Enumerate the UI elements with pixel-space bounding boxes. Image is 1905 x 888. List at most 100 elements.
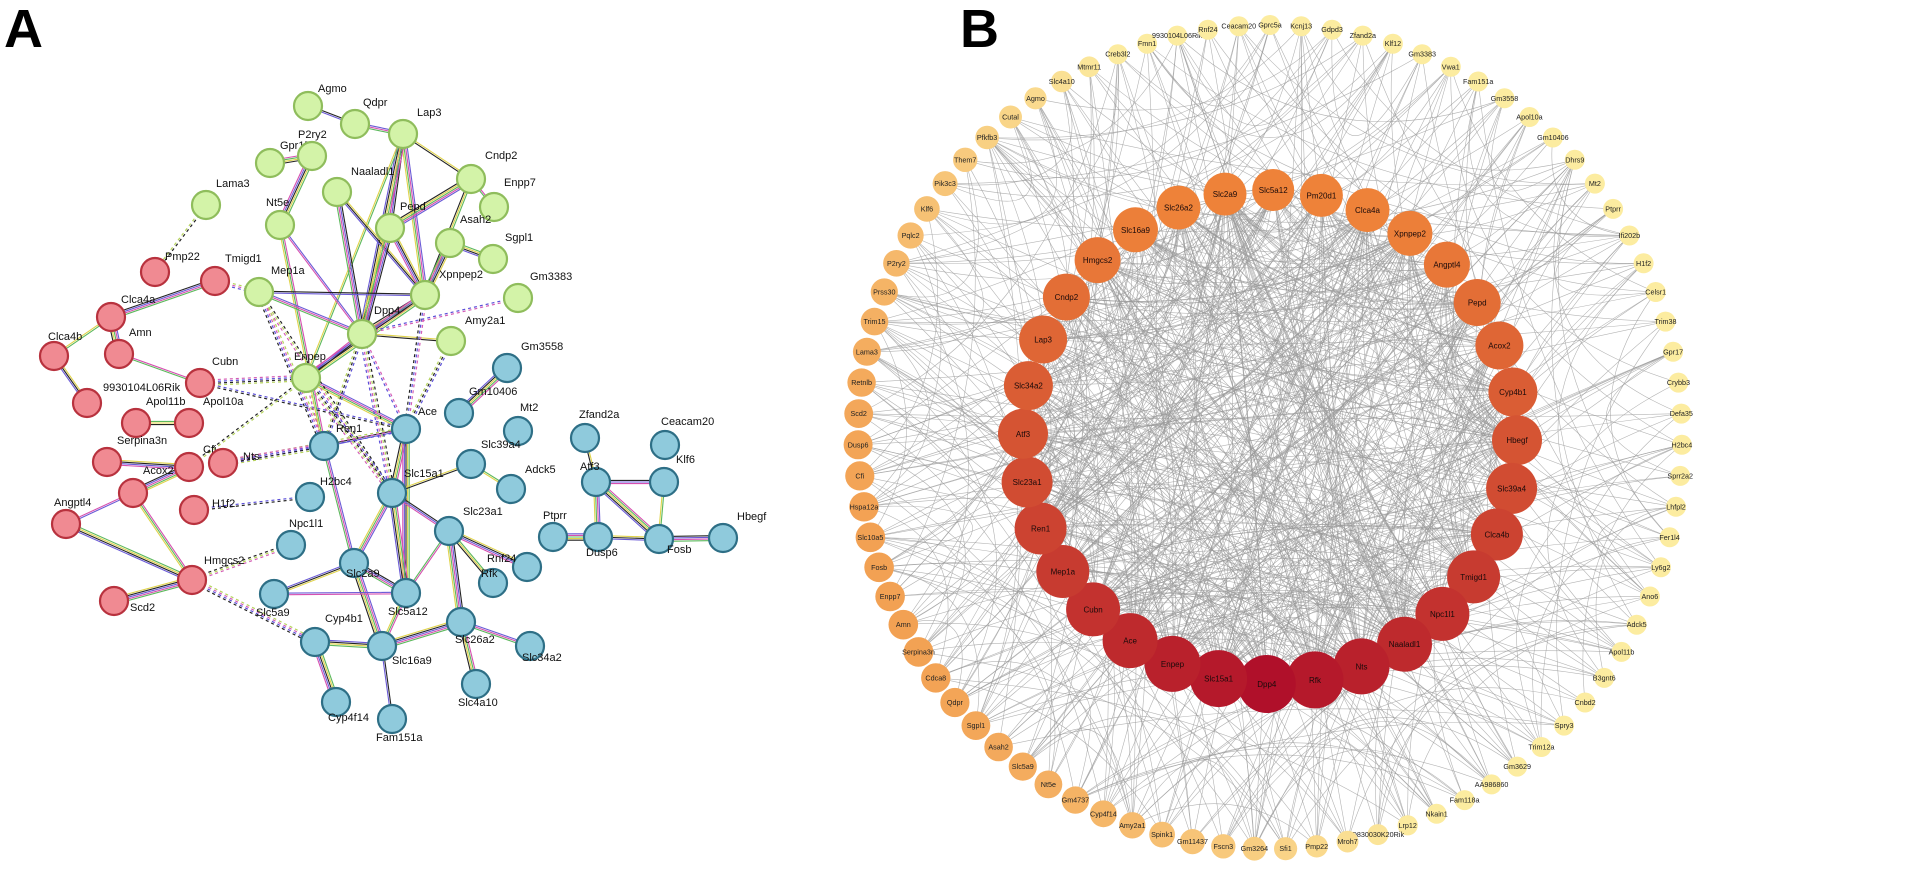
node-asah2: Asah2 [434,214,491,259]
hub-node-angptl4: Angptl4 [1423,241,1470,288]
node-klf6: Klf6 [648,454,695,498]
node-circle-sgpl1 [477,243,509,275]
hub-node-label-acox2: Acox2 [1488,342,1511,351]
hub-node-cndp2: Cndp2 [1042,273,1090,321]
hub-node-ace: Ace [1102,613,1158,669]
hub-node-circle-acox2 [1475,321,1524,370]
outer-node-klf6: Klf6 [914,196,940,222]
outer-node-label-9930104l06rik: 9930104L06Rik [1152,31,1203,40]
hub-node-label-pm20d1: Pm20d1 [1307,191,1337,200]
outer-node-circle-gm11437 [1179,829,1206,855]
outer-node-label-sprr2a2: Sprr2a2 [1667,471,1693,480]
panel-b-outer-ring: Gprc5a Kcnj13 Gdpd3Zfand2aKlf12Gm3383Vwa1F… [843,15,1693,861]
hub-node-label-clca4b: Clca4b [1484,531,1509,540]
outer-node-fam151a: Fam151a [1463,71,1493,92]
hub-node-slc2a9: Slc2a9 [1203,172,1247,216]
node-label-nt5e: Nt5e [266,197,289,209]
panel-b-edges [857,24,1683,849]
node-label-npc1l1: Npc1l1 [289,518,323,530]
outer-node-label-d830030k20rik: D830030K20Rik [1352,830,1405,839]
node-circle-atf3 [580,466,612,498]
node-circle-nt5e [264,209,296,241]
panel-a-nodes: AgmoQdprLap3Gpr17P2ry2Naaladl1Cndp2Enpp7… [38,83,767,744]
panel-label-b: B [960,0,999,59]
node-circle-fam151a [376,703,408,735]
node-circle-ren1 [308,430,340,462]
hub-node-circle-ren1 [1014,502,1067,555]
outer-node-label-aa986860: AA986860 [1475,780,1509,789]
outer-node-label-defa35: Defa35 [1670,409,1693,418]
node-label-slc23a1: Slc23a1 [463,506,503,518]
outer-node-label-gm3264: Gm3264 [1241,844,1269,853]
node-label-cyp4b1: Cyp4b1 [325,613,363,625]
node-hmgcs2: Hmgcs2 [176,555,244,596]
node-label-atf3: Atf3 [580,461,600,473]
node-xpnpep2: Xpnpep2 [409,269,483,311]
outer-node-circle-fosb [864,552,894,583]
hub-node-circle-npc1l1 [1415,586,1470,641]
outer-node-label-lrp12: Lrp12 [1399,821,1417,830]
outer-node-label-dusp6: Dusp6 [848,440,869,449]
node-slc15a1: Slc15a1 [376,468,444,509]
outer-node-h2bc4: H2bc4 [1672,434,1692,455]
edge-naaladl1-dpp4 [334,191,365,335]
outer-node-nkain1: Nkain1 [1425,803,1448,824]
hub-node-label-slc2a9: Slc2a9 [1213,190,1238,199]
outer-node-circle-b3gnt6 [1594,667,1615,688]
outer-node-circle-pik3c3 [932,171,958,197]
outer-node-label-retnlb: Retnlb [851,378,872,387]
outer-node-circle-hspa12a [849,492,879,522]
outer-node-label-agmo: Agmo [1026,94,1045,103]
outer-node-label-apol11b: Apol11b [1609,647,1635,656]
outer-node-circle-gdpd3 [1322,19,1343,40]
outer-node-label-trim15: Trim15 [863,317,885,326]
node-tmigd1: Tmigd1 [199,253,262,297]
node-enpp7: Enpp7 [478,177,536,223]
node-circle-naaladl1 [321,176,353,208]
outer-node-kcnj13: Kcnj13 [1290,16,1312,37]
node-label-slc26a2: Slc26a2 [455,634,495,646]
outer-node-pmp22: Pmp22 [1305,835,1328,858]
node-circle-npc1l1 [275,529,307,561]
outer-node-circle-cfi [845,461,875,491]
outer-node-label-lama3: Lama3 [856,347,878,356]
outer-node-label-slc5a9: Slc5a9 [1012,762,1034,771]
edge-mep1a-dpp4 [258,290,363,336]
node-circle-cyp4b1 [299,626,331,658]
node-amn: Amn [103,327,152,370]
outer-node-label-pik3c3: Pik3c3 [934,179,956,188]
outer-node-circle-9930104l06rik [1167,25,1188,46]
node-mt2: Mt2 [502,402,538,447]
node-circle-gm10406 [443,397,475,429]
node-label-p2ry2: P2ry2 [298,129,327,141]
edge-xpnpep2-ace [403,294,428,430]
outer-node-label-b3gnt6: B3gnt6 [1593,673,1616,682]
node-atf3: Atf3 [580,461,612,498]
node-circle-slc5a9 [258,578,290,610]
hub-node-naaladl1: Naaladl1 [1377,616,1432,672]
outer-node-label-cfi: Cfi [855,471,864,480]
outer-node-label-ifi202b: Ifi202b [1619,231,1641,240]
hub-node-atf3: Atf3 [998,408,1048,459]
hub-node-circle-hbegf [1492,415,1542,466]
hub-node-label-slc23a1: Slc23a1 [1013,478,1042,487]
hub-node-label-hbegf: Hbegf [1506,436,1528,445]
outer-node-label-gprc5a: Gprc5a [1258,21,1282,30]
node-circle-angptl4 [50,508,82,540]
node-circle-xpnpep2 [409,279,441,311]
edge-pepd-dpp4 [358,227,394,335]
outer-node-label-enpp7: Enpp7 [880,592,901,601]
hub-node-circle-slc39a4 [1486,462,1538,514]
node-label-slc34a2: Slc34a2 [522,652,562,664]
outer-node-defa35: Defa35 [1670,403,1693,424]
node-label-dusp6: Dusp6 [586,547,618,559]
edge-naaladl1-xpnpep2 [335,190,427,297]
outer-node-label-fmn1: Fmn1 [1138,39,1156,48]
edge-mep1a-xpnpep2 [258,290,426,297]
hub-node-xpnpep2: Xpnpep2 [1387,210,1433,256]
node-hbegf: Hbegf [707,511,767,554]
hub-node-dpp4: Dpp4 [1237,655,1296,713]
hub-node-label-angptl4: Angptl4 [1433,261,1461,270]
outer-node-circle-gm3383 [1412,44,1433,65]
